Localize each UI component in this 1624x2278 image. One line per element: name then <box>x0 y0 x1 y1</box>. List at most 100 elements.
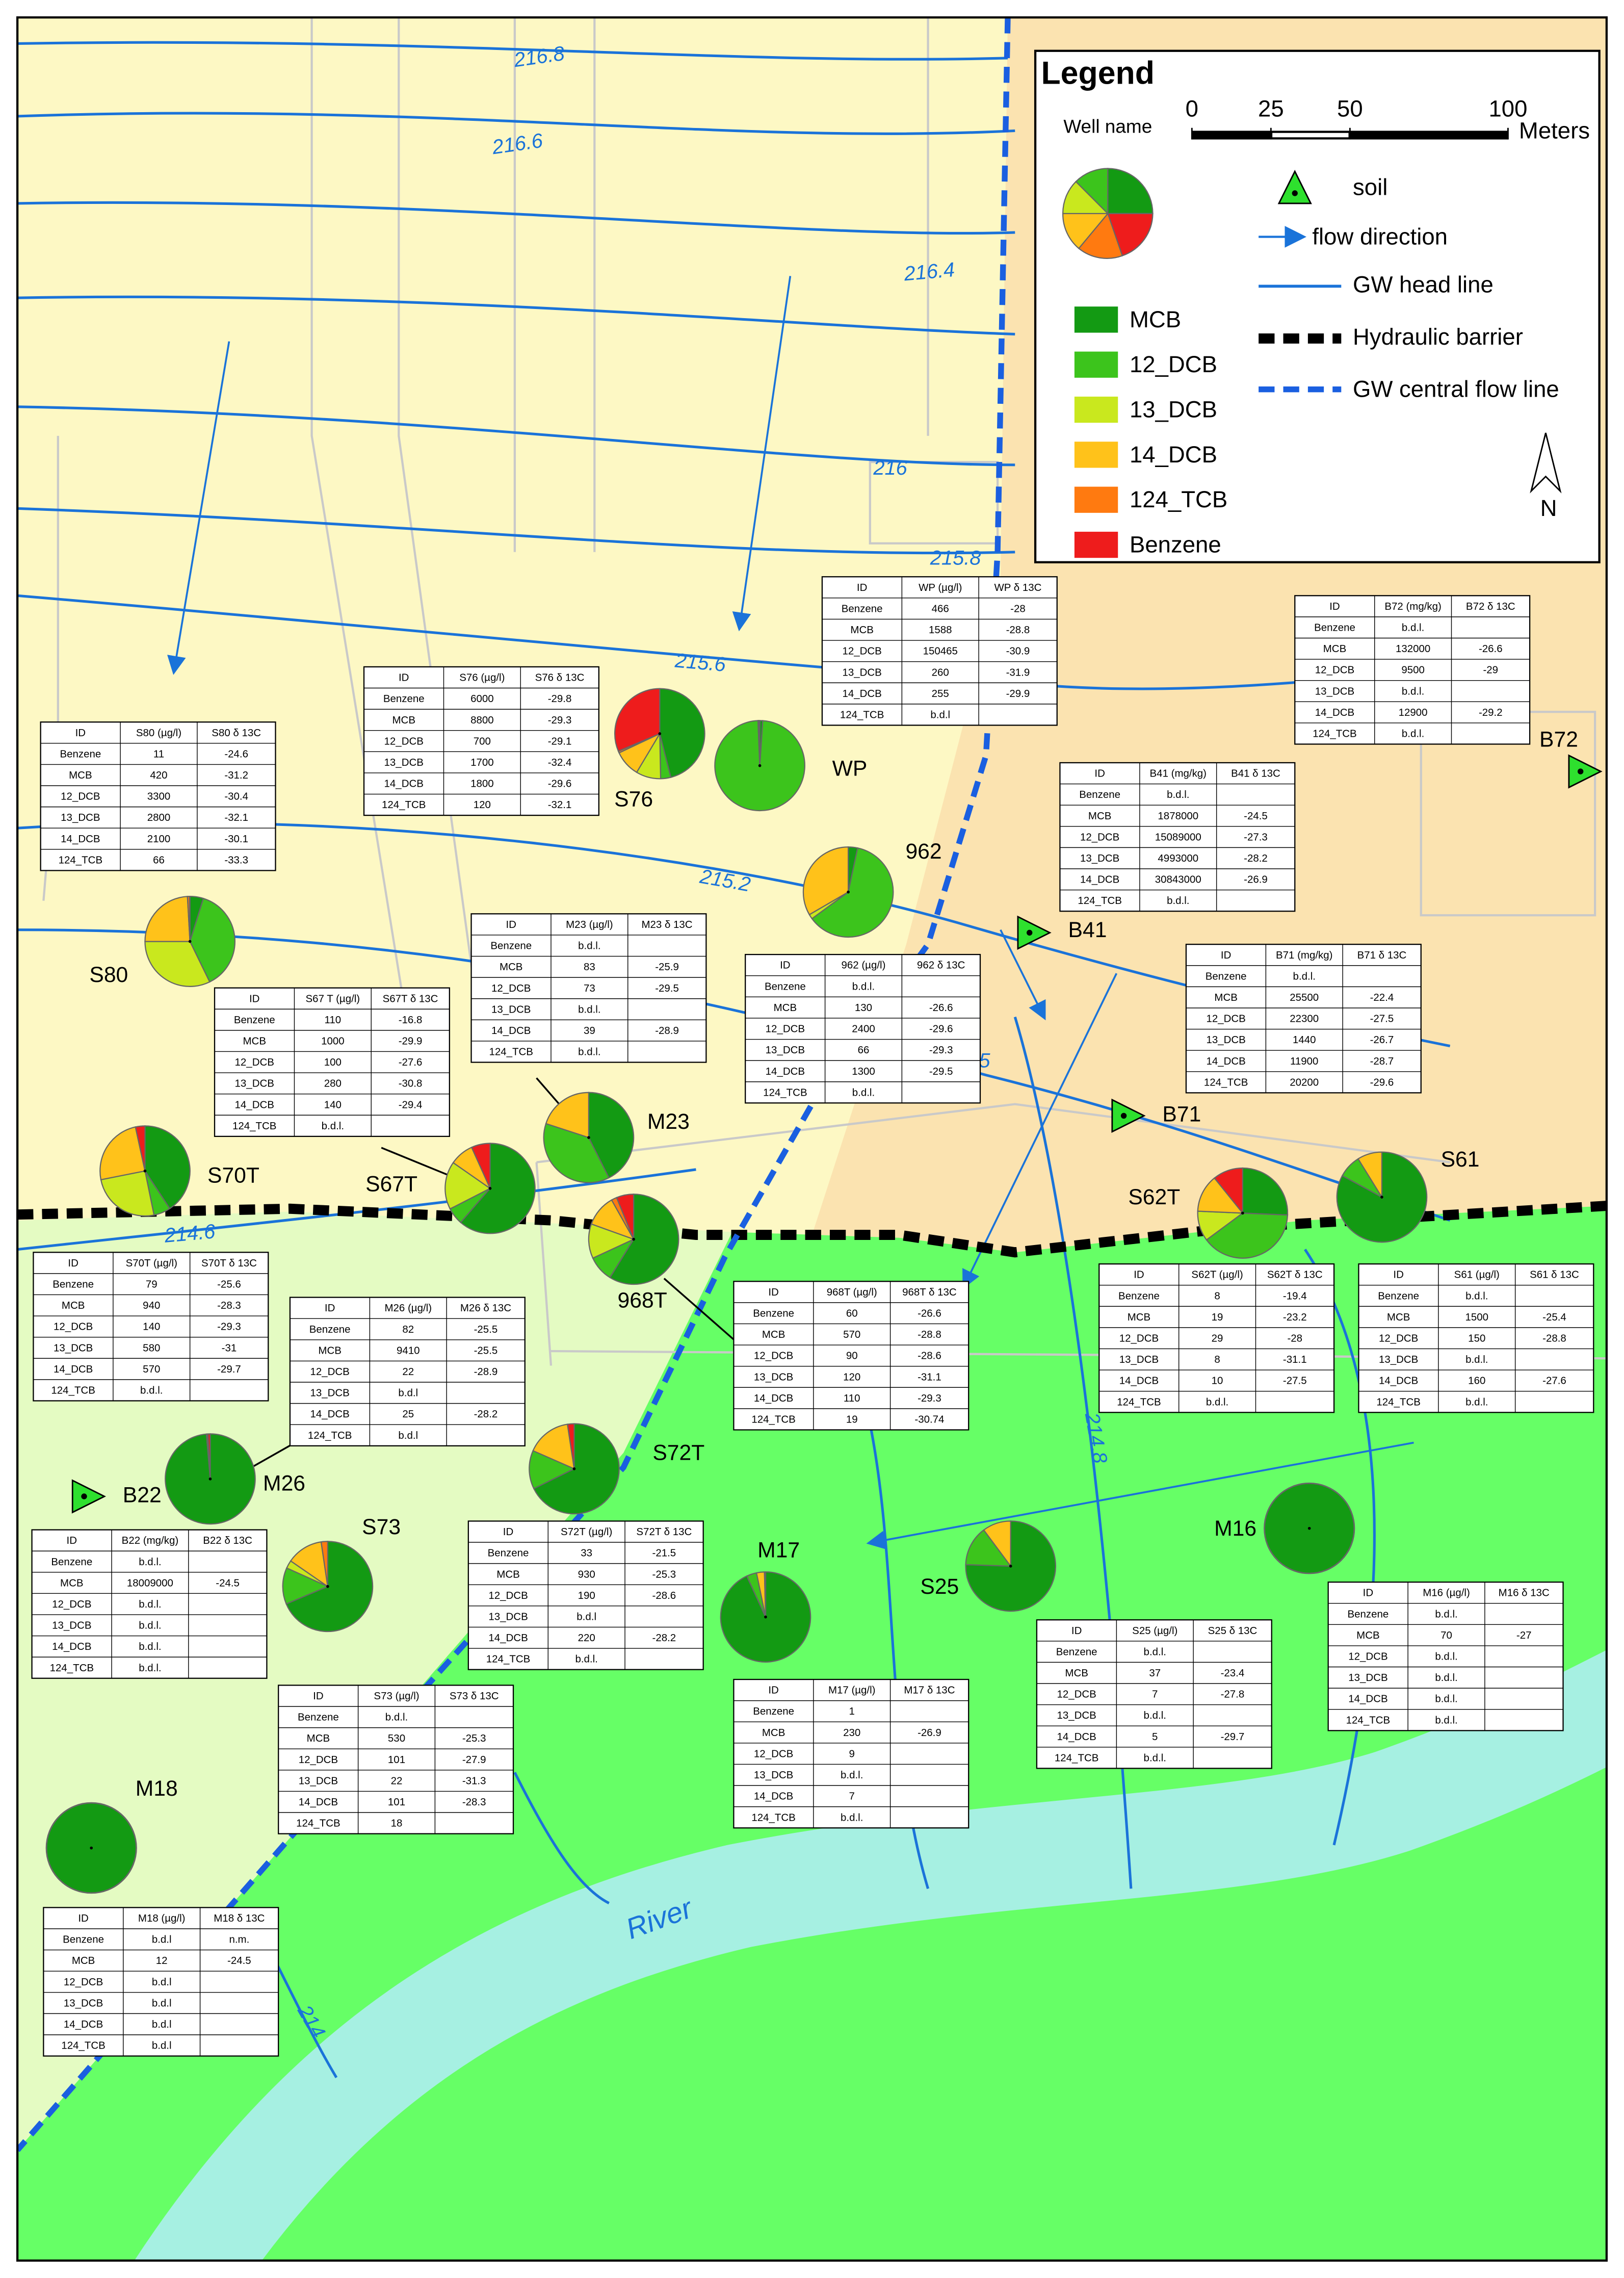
table-cell: -29.7 <box>1221 1731 1245 1743</box>
table-cell: -28.2 <box>474 1408 498 1420</box>
table-cell: 124_TCB <box>232 1120 276 1132</box>
legend-swatch <box>1074 442 1118 468</box>
table-cell: Benzene <box>765 980 806 992</box>
legend-well-name: Well name <box>1063 116 1152 137</box>
table-cell: 25 <box>402 1408 414 1420</box>
table-cell: 124_TCB <box>1055 1752 1098 1764</box>
table-cell: 13_DCB <box>1057 1710 1096 1721</box>
legend-label: MCB <box>1130 306 1181 332</box>
table-cell: -32.1 <box>548 799 572 811</box>
table-cell: -28 <box>1287 1332 1302 1344</box>
legend-label: 14_DCB <box>1130 442 1217 468</box>
pie-center <box>758 764 762 767</box>
table-cell: MCB <box>307 1732 330 1744</box>
table-cell: MCB <box>496 1568 519 1580</box>
table-cell: ID <box>780 960 790 971</box>
legend-swatch <box>1074 306 1118 333</box>
table-cell: 12 <box>156 1955 168 1966</box>
table-cell: 14_DCB <box>1315 707 1354 718</box>
table-cell: -30.9 <box>1006 645 1030 657</box>
well: ID S76 (µg/l) S76 δ 13C Benzene 6000 -29.8 MCB… <box>363 666 705 816</box>
pie-slice <box>590 1199 635 1240</box>
table-cell: 19 <box>846 1413 858 1425</box>
well-label: B41 <box>1068 918 1107 942</box>
pie-slice <box>532 1423 575 1470</box>
table-cell: 255 <box>932 688 949 700</box>
table-cell: b.d.l. <box>852 980 875 992</box>
table-cell: 160 <box>1468 1375 1485 1387</box>
table-cell: 25500 <box>1290 992 1319 1003</box>
legend-title: Legend <box>1041 56 1154 91</box>
table-cell: b.d.l. <box>1167 895 1189 907</box>
table-cell: MCB <box>392 714 415 726</box>
table-cell: MCB <box>500 961 522 973</box>
table-cell: M17 (µg/l) <box>828 1685 876 1696</box>
table-cell: ID <box>1094 768 1105 780</box>
table-cell: -30.1 <box>224 833 248 845</box>
table-cell: -26.9 <box>918 1727 941 1739</box>
table-cell: 22300 <box>1290 1013 1319 1025</box>
table-cell: -25.3 <box>652 1568 676 1580</box>
table-cell: Benzene <box>490 940 532 952</box>
table-cell: -31 <box>222 1342 237 1354</box>
table-cell: 220 <box>578 1632 595 1644</box>
well: ID M23 (µg/l) M23 δ 13C Benzene b.d.l. MCB 83 -… <box>470 913 707 1183</box>
table-cell: 13_DCB <box>299 1775 338 1787</box>
table-cell: b.d.l <box>152 2018 172 2030</box>
pie-slice <box>320 1541 329 1587</box>
table-cell: Benzene <box>842 603 883 614</box>
table-cell: b.d.l. <box>1144 1710 1166 1721</box>
table-cell: 19 <box>1212 1311 1223 1323</box>
pie-slice <box>609 1194 679 1285</box>
table-cell: -25.5 <box>474 1344 498 1356</box>
table-cell: 124_TCB <box>382 799 426 811</box>
table-cell: 12_DCB <box>1348 1651 1387 1663</box>
table-cell: -25.4 <box>1542 1311 1566 1323</box>
table-cell: S61 (µg/l) <box>1454 1269 1500 1281</box>
table-cell: MCB <box>72 1955 95 1966</box>
table-cell: S80 (µg/l) <box>136 727 181 739</box>
legend: Legend Well name 0 25 50 100 Meters soil fl… <box>1034 49 1601 563</box>
table-cell: 13_DCB <box>1315 685 1354 697</box>
pie-center <box>632 1237 635 1241</box>
table-box <box>733 1678 970 1829</box>
table-cell: 14_DCB <box>754 1392 793 1404</box>
well: ID S67 T (µg/l) S67T δ 13C Benzene 110 -16.8 M… <box>214 987 536 1234</box>
pie-center <box>1009 1564 1012 1568</box>
table-cell: S61 δ 13C <box>1530 1269 1579 1281</box>
table-cell: 14_DCB <box>1057 1731 1096 1743</box>
soil-dot <box>1577 768 1584 774</box>
pie-center <box>764 1615 767 1619</box>
table-cell: 124_TCB <box>486 1653 530 1665</box>
table-cell: 12_DCB <box>1379 1332 1418 1344</box>
table-box <box>821 576 1058 726</box>
table-cell: B71 δ 13C <box>1357 949 1407 961</box>
table-cell: ID <box>399 672 409 684</box>
well: ID 968T (µg/l) 968T δ 13C Benzene 60 -26.6 MCB… <box>588 1194 970 1431</box>
table-cell: 29 <box>1212 1332 1223 1344</box>
pie-center <box>326 1585 329 1588</box>
table-cell: ID <box>1134 1269 1144 1281</box>
table-cell: MCB <box>762 1329 785 1340</box>
table-cell: -28.3 <box>462 1796 486 1808</box>
table-cell: ID <box>768 1286 778 1298</box>
pie-center <box>847 890 850 894</box>
table-cell: 4993000 <box>1158 852 1198 864</box>
table-cell: 124_TCB <box>1313 728 1356 740</box>
table-cell: -27.6 <box>399 1056 423 1068</box>
scale-bar: 0 25 50 100 <box>1186 96 1527 140</box>
table-box <box>31 1529 268 1679</box>
table-cell: 280 <box>324 1078 342 1090</box>
table-cell: 100 <box>324 1056 342 1068</box>
table-cell: 124_TCB <box>763 1086 807 1098</box>
table-cell: 530 <box>388 1732 405 1744</box>
table-box <box>1358 1263 1594 1413</box>
table-cell: 14_DCB <box>52 1641 91 1652</box>
table-cell: b.d.l. <box>852 1086 875 1098</box>
well: ID B72 (mg/kg) B72 δ 13C Benzene b.d.l. MCB 13… <box>1294 595 1603 789</box>
table-cell: -28.6 <box>918 1350 941 1362</box>
table-cell: MCB <box>62 1300 85 1311</box>
table-cell: 20200 <box>1290 1076 1319 1088</box>
table-cell: 1800 <box>470 778 494 790</box>
pie-slice <box>758 720 761 766</box>
